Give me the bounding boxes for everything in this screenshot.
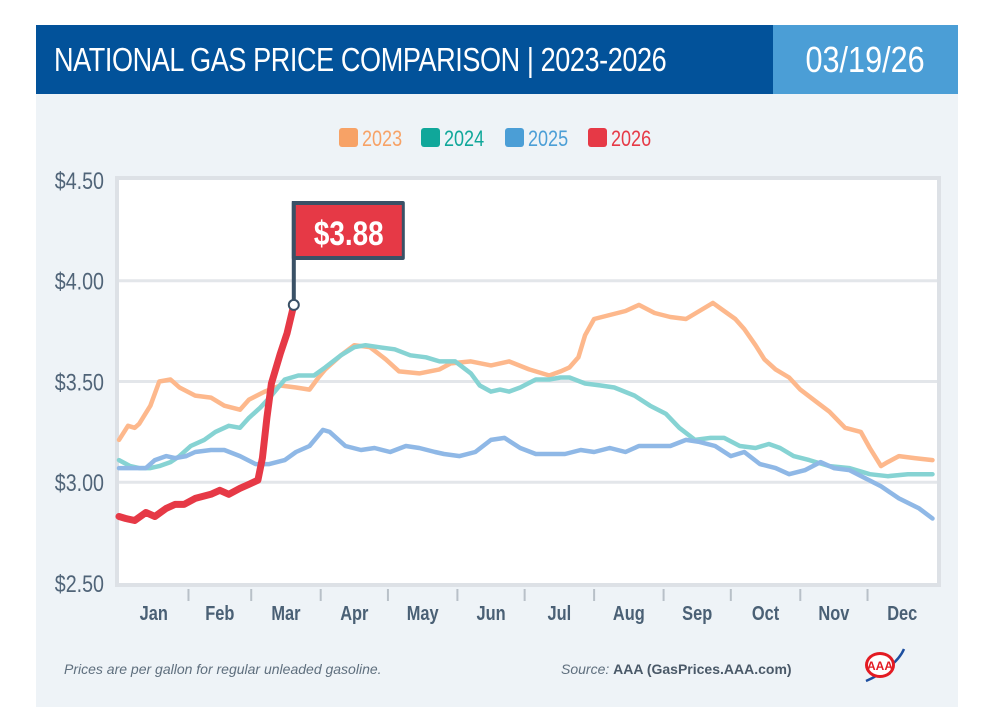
y-tick-label: $4.00 (55, 268, 104, 295)
legend-label: 2024 (444, 127, 484, 151)
y-tick-label: $2.50 (55, 570, 104, 597)
price-annotation: $3.88 (287, 201, 405, 311)
x-axis: Jan Feb Mar Apr May Jun Jul Aug Sep Oct Nov Dec (140, 589, 917, 624)
x-tick-label: Dec (887, 601, 917, 624)
x-tick-label: Oct (752, 601, 779, 624)
x-tick-label: Feb (205, 601, 234, 624)
svg-text:AAA: AAA (867, 659, 893, 673)
legend-label: 2026 (611, 127, 651, 151)
y-axis: $2.50 $3.00 $3.50 $4.00 $4.50 (55, 167, 104, 597)
legend: 2023 2024 2025 2026 (339, 127, 651, 151)
aaa-logo-icon: AAA (865, 648, 906, 683)
series-line-2024 (116, 342, 935, 479)
chart-header: NATIONAL GAS PRICE COMPARISON | 2023-202… (36, 25, 958, 94)
date-label: 03/19/26 (805, 39, 926, 80)
chart-title: NATIONAL GAS PRICE COMPARISON | 2023-202… (54, 41, 667, 78)
series-line-2025 (116, 427, 935, 521)
x-tick-label: Jun (476, 601, 505, 624)
legend-label: 2025 (528, 127, 568, 151)
source-label: Source: (561, 661, 610, 677)
date-badge: 03/19/26 (773, 25, 958, 94)
legend-label: 2023 (362, 127, 402, 151)
x-tick-label: Nov (818, 601, 850, 624)
legend-swatch (339, 128, 358, 147)
series-lines (115, 300, 935, 524)
x-tick-label: Sep (682, 601, 712, 624)
series-line-2026 (115, 301, 298, 524)
x-tick-label: Aug (613, 601, 645, 624)
source-value: AAA (GasPrices.AAA.com) (613, 661, 792, 677)
y-tick-label: $3.00 (55, 469, 104, 496)
annotation-marker (287, 298, 300, 311)
x-tick-label: Jan (140, 601, 168, 624)
series-line-2023 (116, 300, 935, 469)
y-tick-label: $4.50 (55, 167, 104, 194)
legend-swatch (505, 128, 524, 147)
x-tick-label: Mar (271, 601, 300, 624)
x-tick-label: Apr (340, 601, 368, 624)
legend-swatch (421, 128, 440, 147)
source-credit: Source: AAA (GasPrices.AAA.com) (561, 661, 792, 677)
flag-price-label: $3.88 (314, 214, 384, 252)
footnote: Prices are per gallon for regular unlead… (64, 661, 382, 677)
legend-swatch (588, 128, 607, 147)
flag-body (295, 205, 402, 256)
y-tick-label: $3.50 (55, 369, 104, 396)
x-tick-label: Jul (548, 601, 572, 624)
chart-title-bar: NATIONAL GAS PRICE COMPARISON | 2023-202… (36, 25, 773, 94)
x-tick-label: May (407, 601, 440, 624)
